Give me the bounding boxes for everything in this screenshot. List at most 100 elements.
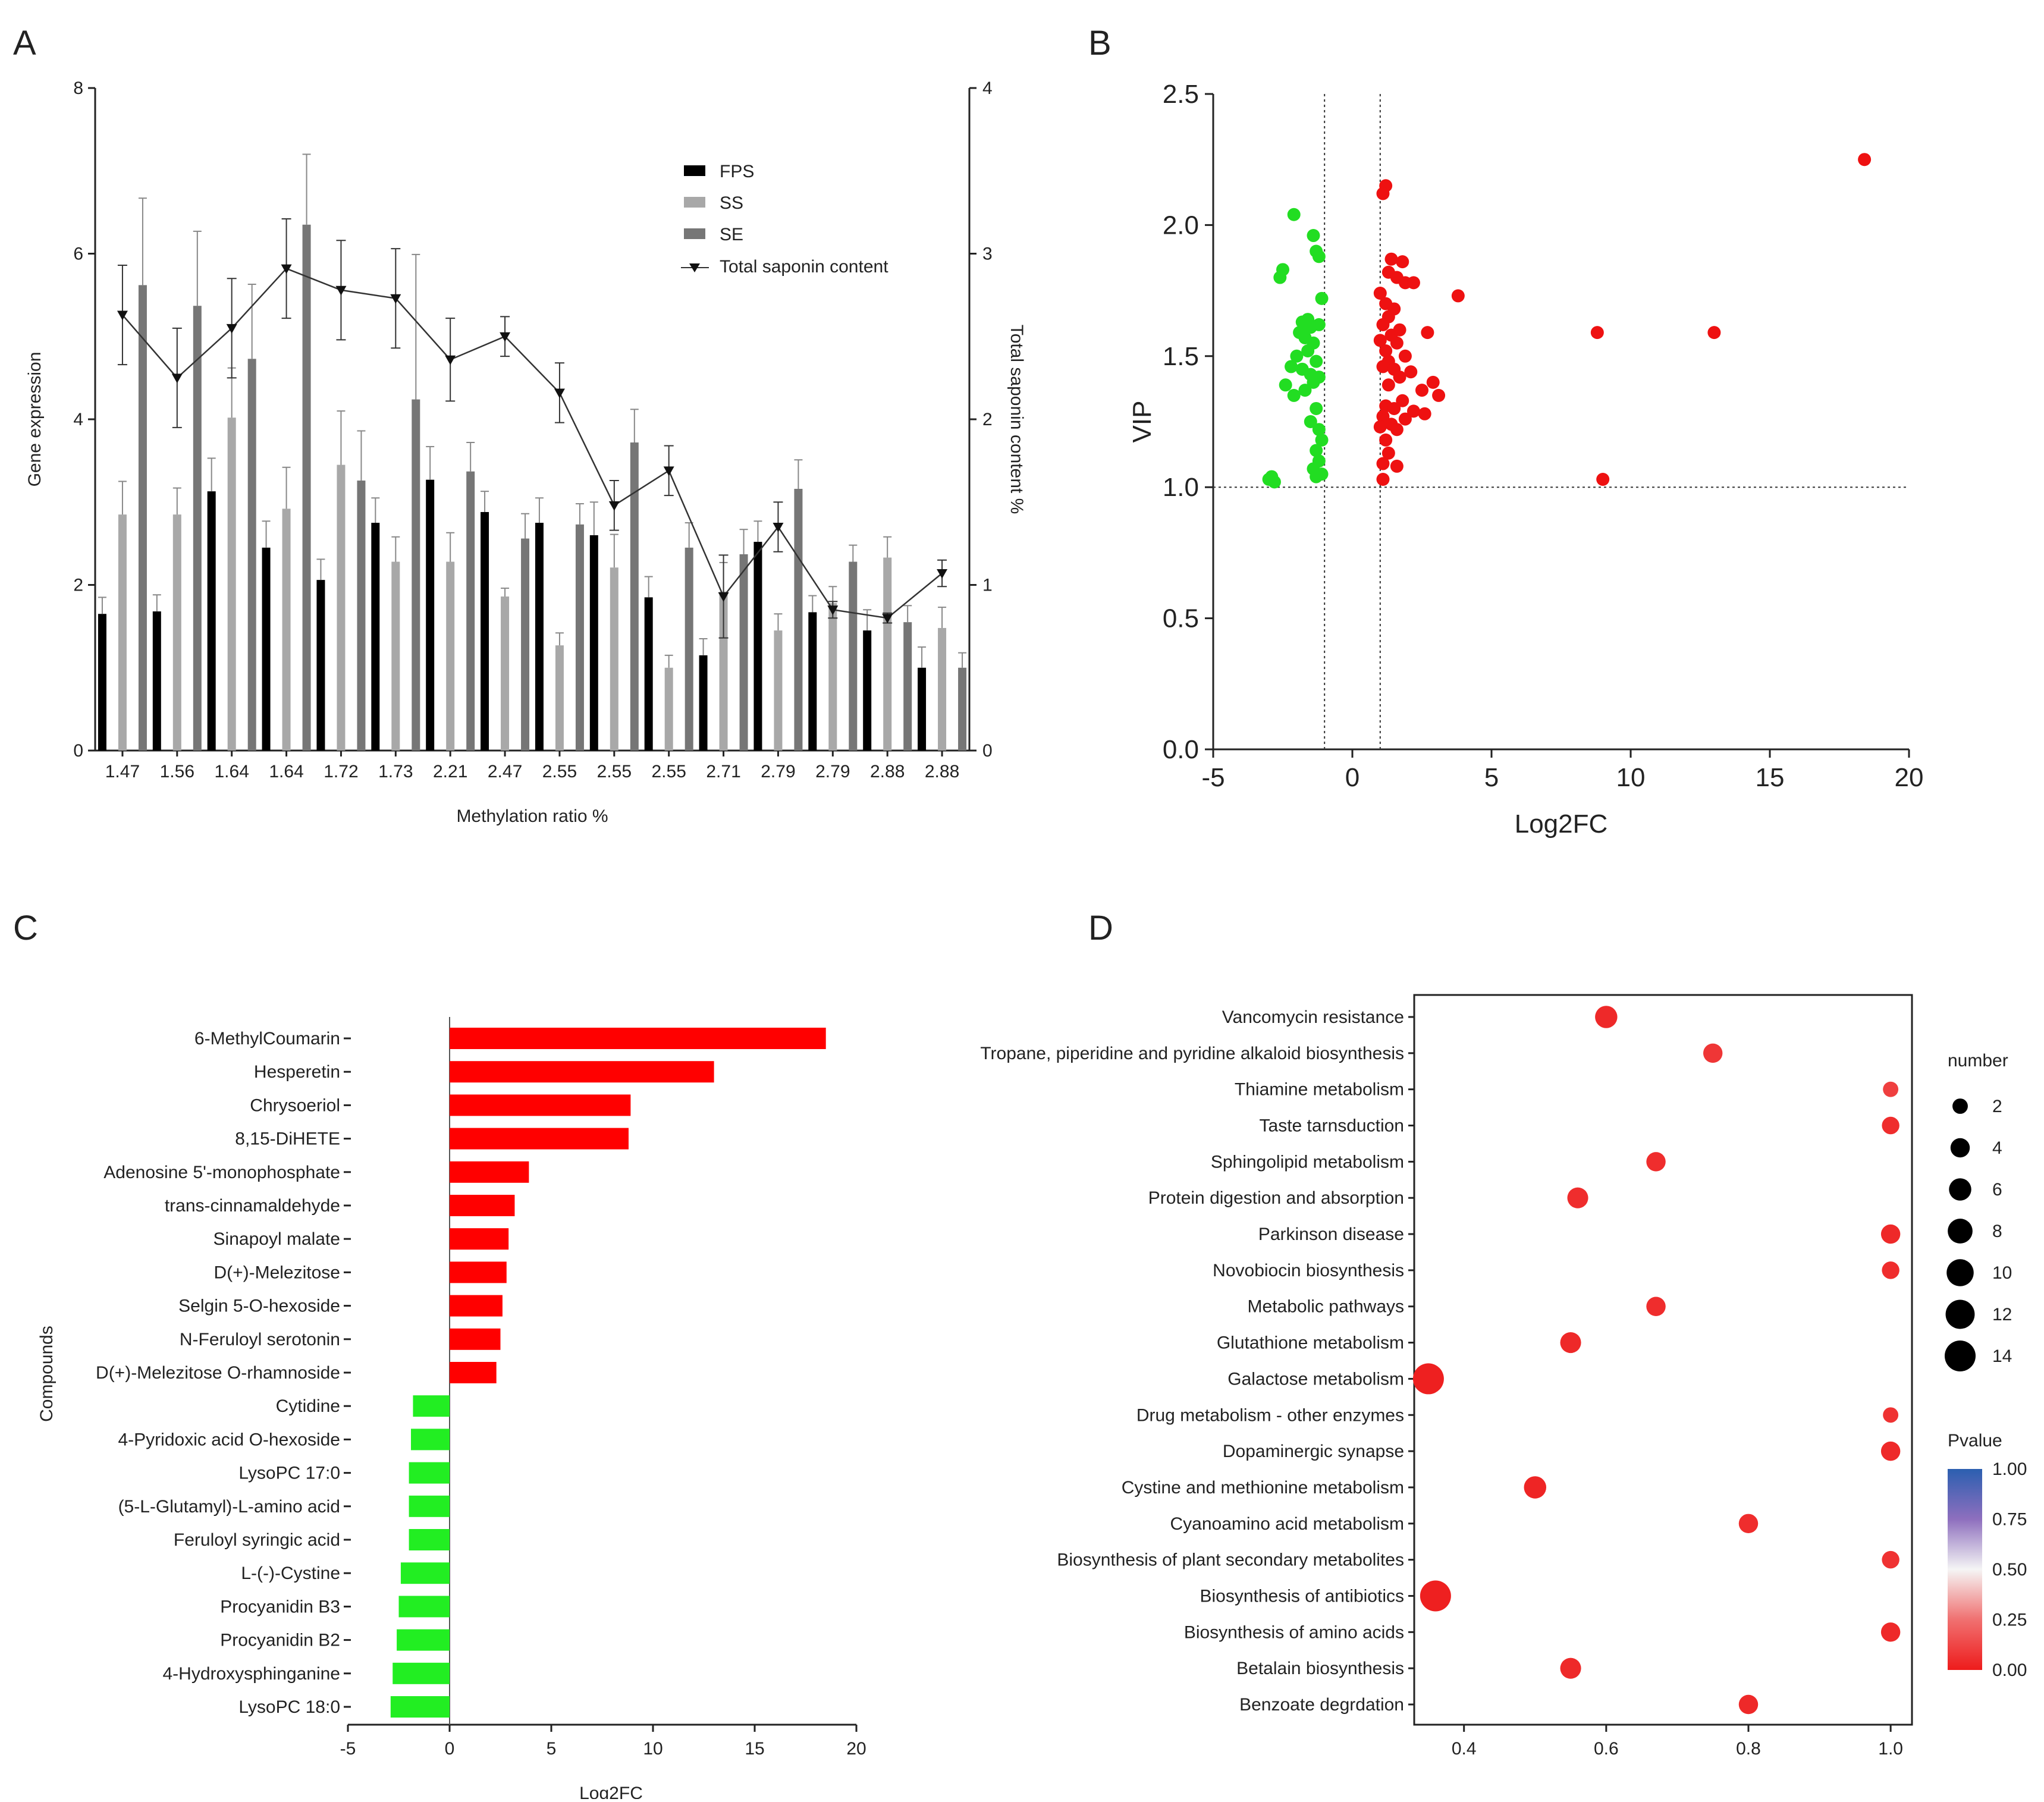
- d-pathway-label: Tropane, piperidine and pyridine alkaloi…: [980, 1044, 1404, 1063]
- d-size-legend-label: 2: [1992, 1097, 2002, 1116]
- b-y-tick-label: 1.5: [1163, 342, 1199, 371]
- b-point-up: [1415, 384, 1428, 397]
- d-bubble: [1882, 1261, 1899, 1279]
- b-point-up: [1376, 318, 1390, 331]
- d-size-legend-dot: [1945, 1340, 1976, 1371]
- c-bar: [450, 1028, 826, 1049]
- c-bar: [450, 1094, 631, 1116]
- a-legend-marker: [689, 263, 700, 272]
- b-point-up: [1373, 420, 1387, 434]
- d-pathway-label: Cyanoamino acid metabolism: [1170, 1514, 1404, 1534]
- a-bar-se: [958, 667, 967, 751]
- a-legend-swatch-se: [684, 228, 705, 239]
- a-x-tick-label: 1.56: [160, 762, 194, 781]
- a-legend-label: SS: [720, 193, 743, 213]
- b-point-up: [1376, 457, 1390, 470]
- d-pathway-label: Drug metabolism - other enzymes: [1136, 1405, 1404, 1425]
- d-color-legend-label: 0.75: [1992, 1510, 2027, 1530]
- a-x-tick-label: 2.47: [488, 762, 522, 781]
- a-left-tick-label: 2: [73, 576, 83, 595]
- c-compound-label: LysoPC 17:0: [238, 1464, 340, 1483]
- d-pathway-label: Novobiocin biosynthesis: [1213, 1261, 1404, 1280]
- d-color-bar: [1948, 1469, 1982, 1670]
- c-compound-label: Sinapoyl malate: [213, 1229, 340, 1249]
- b-point-down: [1287, 208, 1301, 221]
- b-point-down: [1290, 349, 1304, 363]
- d-pathway-label: Parkinson disease: [1258, 1225, 1404, 1244]
- a-saponin-point: [445, 355, 456, 365]
- c-bar: [411, 1429, 450, 1451]
- c-bar: [450, 1295, 503, 1317]
- d-bubble: [1560, 1657, 1581, 1679]
- a-x-tick-label: 2.55: [597, 762, 632, 781]
- a-saponin-point: [335, 285, 347, 296]
- c-x-tick-label: 5: [547, 1739, 557, 1759]
- a-x-axis-label: Methylation ratio %: [456, 806, 608, 826]
- b-point-up: [1396, 255, 1409, 269]
- b-point-up: [1398, 349, 1412, 363]
- a-bar-se: [138, 285, 147, 751]
- a-legend-label: SE: [720, 225, 743, 244]
- a-left-tick-label: 4: [73, 410, 83, 429]
- a-saponin-point: [117, 310, 128, 321]
- a-x-tick-label: 1.64: [214, 762, 249, 781]
- c-compound-label: D(+)-Melezitose: [213, 1263, 340, 1282]
- a-bar-fps: [426, 479, 435, 751]
- a-bar-fps: [699, 655, 708, 751]
- a-right-tick-label: 4: [982, 79, 993, 98]
- b-point-up: [1406, 276, 1420, 290]
- b-point-down: [1315, 291, 1329, 305]
- b-point-down: [1312, 250, 1326, 263]
- c-compound-label: Procyanidin B3: [220, 1597, 340, 1616]
- a-bar-fps: [808, 612, 817, 751]
- c-compound-label: 4-Hydroxysphinganine: [162, 1664, 340, 1684]
- d-pathway-label: Metabolic pathways: [1248, 1297, 1404, 1317]
- b-y-tick-label: 2.5: [1163, 80, 1199, 109]
- b-point-up: [1384, 252, 1398, 266]
- panel-d-chart: 0.4 0.6 0.8 1.0 Vancomycin resistance Tropane…: [980, 994, 2027, 1759]
- d-size-legend-label: 8: [1992, 1222, 2002, 1241]
- b-point-up: [1376, 472, 1390, 486]
- b-point-up: [1418, 407, 1431, 420]
- a-x-tick-label: 1.47: [105, 762, 140, 781]
- a-bar-ss: [172, 514, 181, 751]
- c-y-axis-label: Compounds: [37, 1326, 56, 1422]
- d-pathway-label: Protein digestion and absorption: [1148, 1188, 1404, 1208]
- c-bar: [450, 1161, 529, 1183]
- a-bar-fps: [371, 523, 380, 751]
- c-bar: [450, 1061, 714, 1083]
- a-bar-ss: [938, 627, 947, 751]
- c-compound-label: Hesperetin: [254, 1062, 340, 1082]
- a-bar-ss: [610, 567, 618, 751]
- a-saponin-point: [882, 614, 893, 624]
- panel-label-a: A: [13, 24, 36, 62]
- b-point-down: [1301, 344, 1315, 357]
- c-compound-label: D(+)-Melezitose O-rhamnoside: [96, 1363, 340, 1383]
- d-bubble: [1412, 1363, 1444, 1395]
- b-y-axis-label: VIP: [1128, 401, 1157, 443]
- a-bar-ss: [227, 417, 236, 751]
- a-bar-fps: [753, 542, 762, 751]
- c-bar: [450, 1328, 501, 1350]
- d-pathway-label: Biosynthesis of plant secondary metaboli…: [1057, 1550, 1404, 1570]
- b-x-axis-label: Log2FC: [1515, 809, 1608, 839]
- b-point-down: [1267, 475, 1281, 489]
- b-point-down: [1310, 354, 1323, 368]
- d-size-legend-dot: [1948, 1219, 1973, 1244]
- b-y-tick-label: 0.5: [1163, 604, 1199, 633]
- b-point-up: [1596, 472, 1610, 486]
- b-point-up: [1376, 410, 1390, 423]
- b-x-tick-label: -5: [1201, 763, 1224, 792]
- b-point-down: [1285, 360, 1298, 373]
- a-x-tick-label: 2.21: [433, 762, 467, 781]
- a-bar-ss: [664, 667, 673, 751]
- b-point-down: [1307, 229, 1320, 243]
- a-bar-ss: [337, 464, 346, 751]
- d-pathway-label: Glutathione metabolism: [1217, 1333, 1404, 1353]
- a-left-tick-label: 6: [73, 244, 83, 264]
- a-bar-se: [247, 359, 256, 751]
- d-bubble: [1880, 1622, 1901, 1642]
- a-x-tick-label: 1.72: [324, 762, 358, 781]
- panel-label-c: C: [13, 909, 38, 947]
